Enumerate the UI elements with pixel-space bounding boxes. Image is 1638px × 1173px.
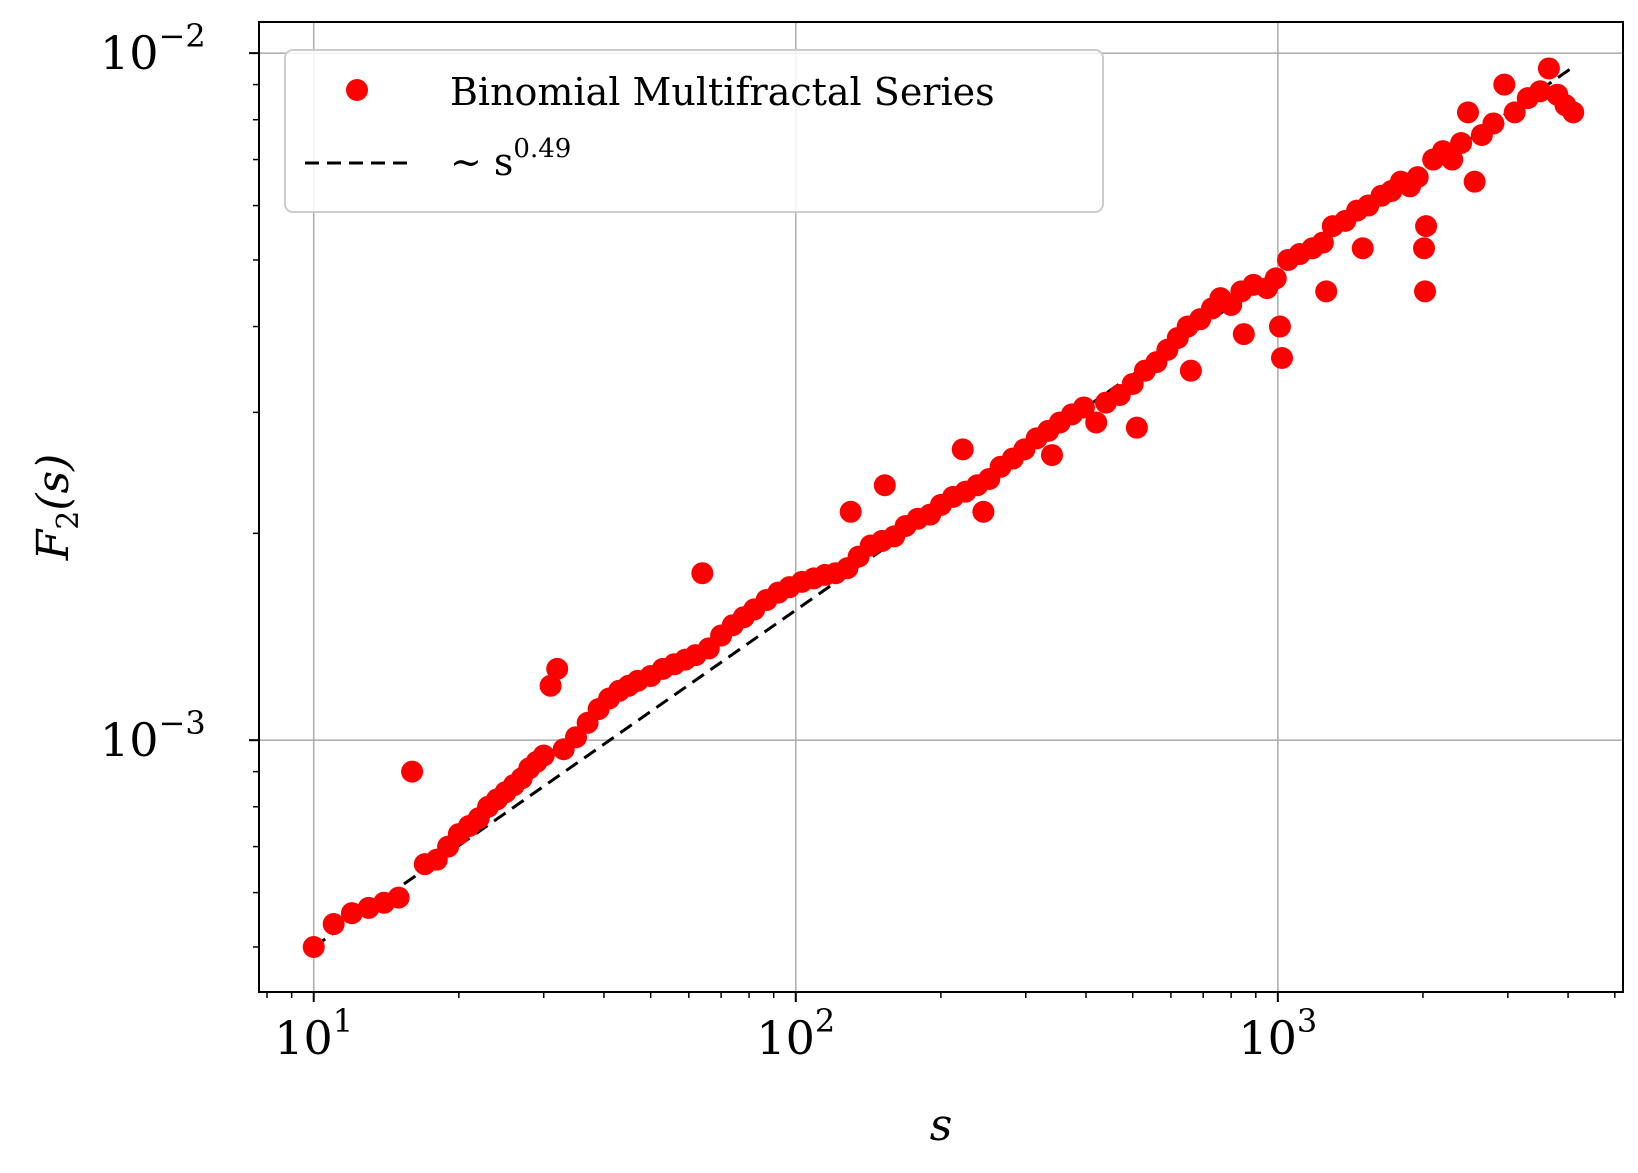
data-point-101: [1315, 280, 1338, 303]
data-point-21: [539, 674, 562, 697]
data-point-74: [1072, 396, 1095, 419]
data-point-91: [1232, 323, 1255, 346]
x-axis-label: s: [930, 1100, 953, 1151]
legend-label-line: ∼ s0.49: [450, 134, 571, 184]
data-point-119: [1456, 101, 1479, 124]
data-point-71: [1040, 444, 1063, 467]
data-point-113: [1413, 237, 1436, 260]
x-tick-label-2: 103: [1238, 1002, 1317, 1065]
x-tick-label-1: 102: [756, 1002, 835, 1065]
data-point-105: [1351, 237, 1374, 260]
y-axis-label-rest: (s): [28, 454, 79, 511]
x-tick-label-exp-2: 3: [1297, 1002, 1317, 1040]
x-tick-label-0: 101: [274, 1002, 353, 1065]
data-point-100: [1311, 231, 1334, 254]
data-point-2: [340, 902, 363, 925]
x-tick-label-base-1: 10: [756, 1011, 815, 1065]
y-tick-label-1: 10−2: [100, 17, 206, 80]
y-tick-label-0: 10−3: [100, 704, 206, 767]
data-point-111: [1406, 166, 1429, 189]
y-tick-label-exp-0: −3: [159, 704, 206, 742]
data-point-96: [1270, 346, 1293, 369]
data-point-118: [1450, 131, 1473, 154]
data-point-20: [532, 744, 555, 767]
data-point-22: [546, 657, 569, 680]
data-point-54: [873, 474, 896, 497]
y-axis-label: F2(s): [28, 454, 86, 562]
data-point-122: [1482, 112, 1505, 135]
data-point-124: [1503, 101, 1526, 124]
x-tick-label-base-0: 10: [274, 1011, 333, 1065]
data-point-85: [1179, 359, 1202, 382]
data-point-0: [302, 935, 325, 958]
legend-marker-scatter: [346, 79, 368, 101]
data-point-130: [1562, 101, 1585, 124]
legend-label-line-exponent: 0.49: [513, 134, 571, 164]
data-point-61: [951, 438, 974, 461]
data-point-6: [401, 760, 424, 783]
x-tick-label-base-2: 10: [1238, 1011, 1297, 1065]
legend-label-line-base: ∼ s: [450, 140, 513, 184]
data-point-126: [1529, 80, 1552, 103]
data-points: [302, 57, 1585, 958]
data-point-64: [972, 500, 995, 523]
data-point-117: [1441, 148, 1464, 171]
data-point-112: [1414, 280, 1437, 303]
data-point-79: [1125, 416, 1148, 439]
y-axis-label-main: F: [28, 528, 79, 561]
data-point-1: [322, 913, 345, 936]
data-point-5: [387, 886, 410, 909]
x-tick-label-exp-0: 1: [333, 1002, 353, 1040]
x-tick-label-exp-1: 2: [815, 1002, 835, 1040]
data-point-123: [1493, 73, 1516, 96]
data-point-94: [1264, 267, 1287, 290]
data-point-127: [1537, 57, 1560, 80]
data-point-95: [1268, 315, 1291, 338]
legend-box: [284, 49, 1104, 213]
data-point-120: [1463, 170, 1486, 193]
data-point-75: [1085, 411, 1108, 434]
y-tick-label-exp-1: −2: [159, 17, 206, 55]
y-tick-label-base-1: 10: [100, 26, 159, 80]
data-point-36: [691, 562, 714, 585]
legend: Binomial Multifractal Series ∼ s0.49: [284, 49, 1104, 213]
y-tick-label-base-0: 10: [100, 713, 159, 767]
data-point-114: [1415, 215, 1438, 238]
data-point-51: [839, 500, 862, 523]
legend-label-scatter: Binomial Multifractal Series: [450, 70, 995, 114]
y-axis-label-subscript: 2: [51, 511, 86, 530]
